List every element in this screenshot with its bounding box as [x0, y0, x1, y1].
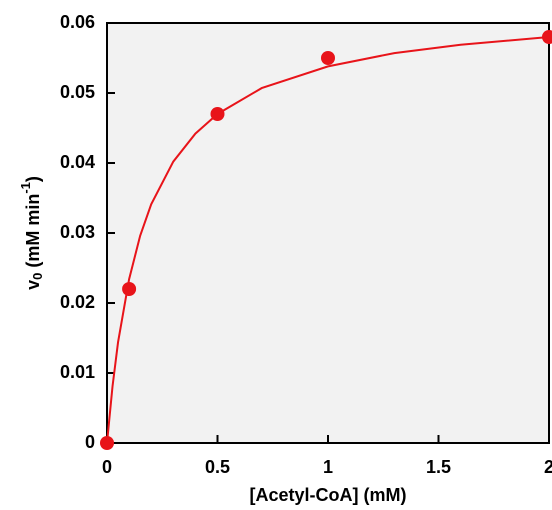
- x-tick-label: 1.5: [426, 457, 451, 477]
- data-point: [321, 51, 335, 65]
- y-tick-label: 0.06: [60, 12, 95, 32]
- data-point: [210, 107, 225, 121]
- plot-area: [106, 22, 550, 444]
- data-point: [100, 436, 114, 450]
- y-axis-label: v0 (mM min-1): [18, 176, 45, 290]
- x-tick-label: 0.5: [205, 457, 230, 477]
- y-tick-label: 0.02: [60, 292, 95, 312]
- y-tick-label: 0: [85, 432, 95, 452]
- x-tick-label: 0: [102, 457, 112, 477]
- x-tick-label: 1: [323, 457, 333, 477]
- x-tick-label: 2: [544, 457, 552, 477]
- fit-curve: [106, 36, 550, 444]
- y-tick-label: 0.01: [60, 362, 95, 382]
- x-axis-label: [Acetyl-CoA] (mM): [250, 485, 407, 505]
- y-tick-label: 0.03: [60, 222, 95, 242]
- y-tick-label: 0.05: [60, 82, 95, 102]
- data-point: [542, 30, 552, 44]
- data-point: [122, 282, 137, 296]
- y-tick-label: 0.04: [60, 152, 95, 172]
